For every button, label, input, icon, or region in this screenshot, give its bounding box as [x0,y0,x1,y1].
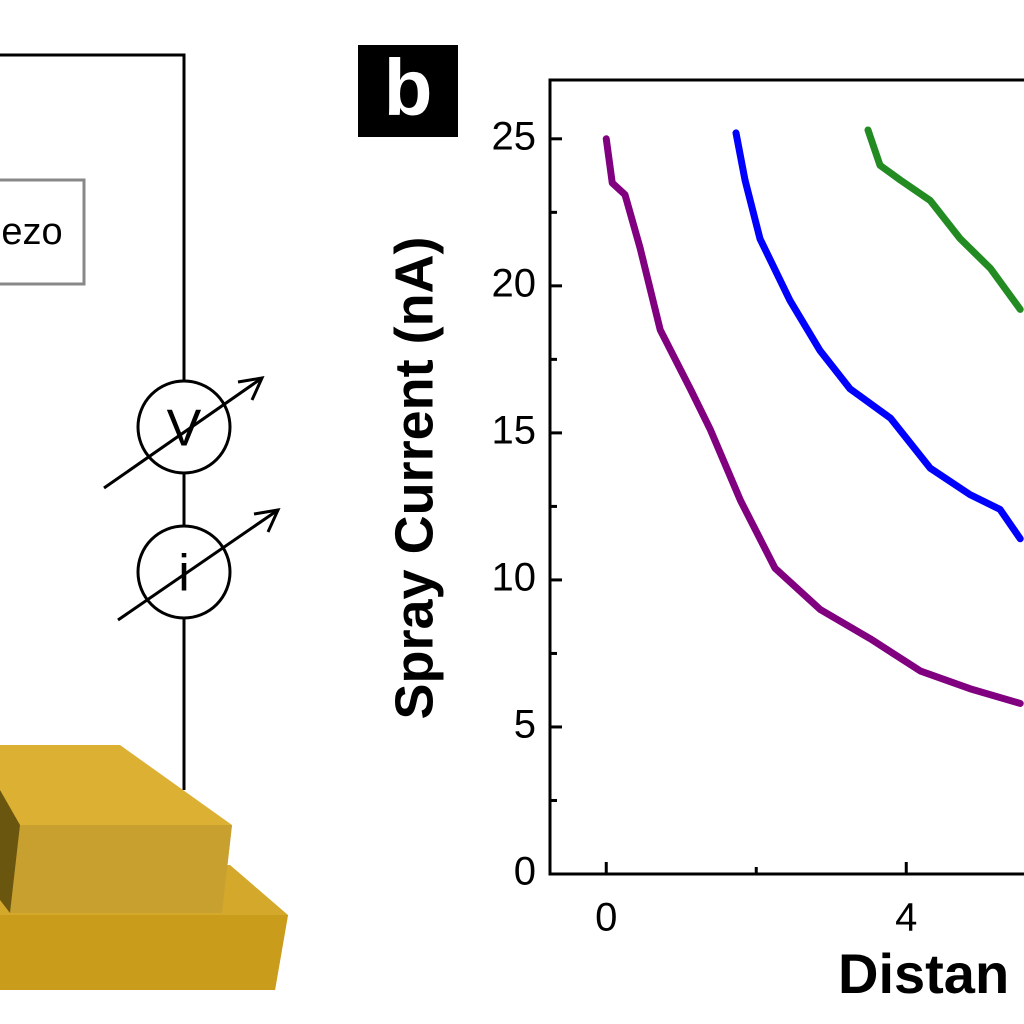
meter-label: V [167,400,202,458]
axis-frame [548,78,1024,876]
arrow [103,376,263,490]
data-line [732,129,1024,543]
y-tick-label: 25 [492,114,537,158]
arrow-head [253,508,281,533]
gold-base-front [0,915,288,990]
panel-label-box [358,45,458,137]
gold-block-shadow [0,790,20,913]
x-tick-label: 4 [895,896,917,940]
ammeter [136,524,232,620]
x-axis-label: Distan [838,942,1009,1005]
piezo-label: ezo [1,211,62,253]
x-tick-label: 0 [595,896,617,940]
y-tick-label: 20 [492,261,537,305]
wire [0,53,186,380]
piezo-box [0,178,86,286]
panel-label: b [384,43,433,132]
y-tick-label: 15 [492,408,537,452]
arrow-head [237,376,265,401]
y-axis-label: Spray Current (nA) [384,236,444,719]
arrow [117,508,279,622]
y-tick-label: 0 [514,850,536,894]
data-line [864,126,1024,313]
circuit-diagram: ezo V i [0,53,288,990]
y-tick-label: 5 [514,703,536,747]
gold-block-front [10,825,232,913]
data-line [602,135,1024,707]
y-tick-label: 10 [492,555,537,599]
